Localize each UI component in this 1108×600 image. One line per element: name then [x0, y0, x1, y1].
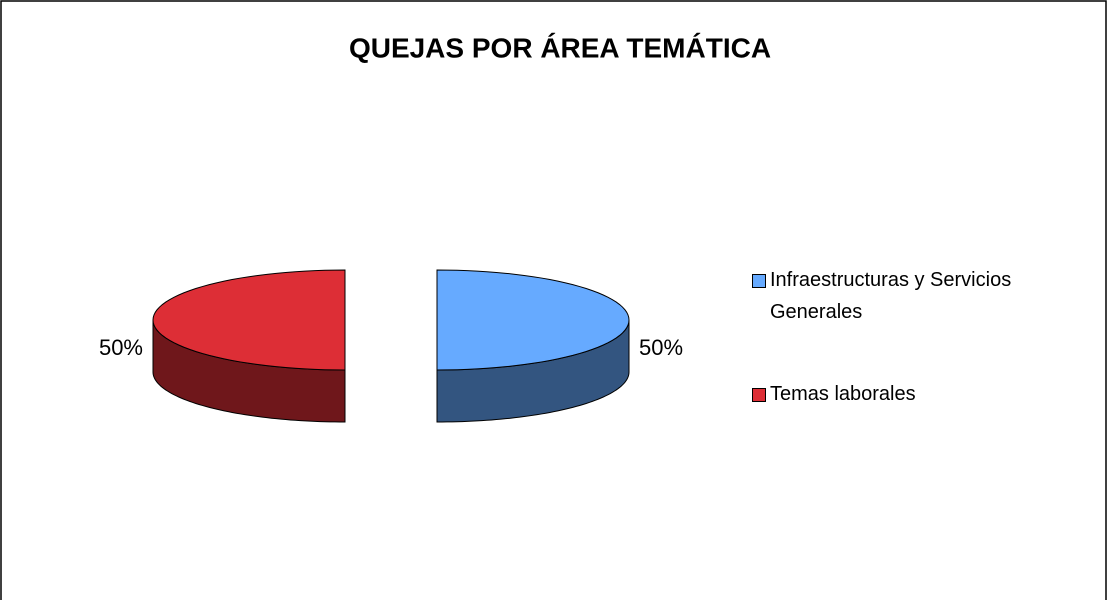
slice-top — [152, 269, 346, 371]
slice-top — [436, 269, 630, 371]
legend-swatch — [752, 274, 766, 288]
data-label: 50% — [639, 335, 683, 360]
chart-title: QUEJAS POR ÁREA TEMÁTICA — [349, 32, 771, 63]
legend-swatch — [752, 388, 766, 402]
pie-slice — [436, 269, 630, 423]
legend-label: Infraestructuras y Servicios Generales — [770, 269, 1012, 323]
pie-slice — [152, 269, 346, 423]
data-label: 50% — [99, 335, 143, 360]
legend-label: Temas laborales — [770, 383, 916, 405]
